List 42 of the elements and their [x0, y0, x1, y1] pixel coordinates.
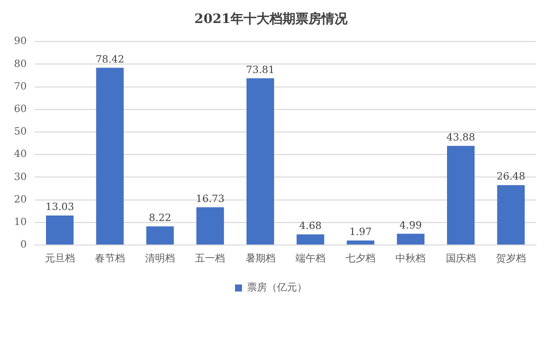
x-tick-label: 中秋档 [396, 252, 426, 265]
chart-title: 2021年十大档期票房情况 [194, 11, 349, 28]
x-tick-label: 暑期档 [245, 252, 276, 265]
legend-label: 票房（亿元） [247, 282, 307, 294]
data-label: 26.48 [496, 172, 526, 183]
data-label: 4.99 [400, 220, 422, 232]
y-tick-label: 50 [14, 126, 27, 138]
x-tick-label: 端午档 [295, 252, 326, 265]
bar [497, 185, 525, 244]
bar [246, 78, 274, 244]
data-label: 8.22 [148, 213, 172, 224]
x-tick-label: 元旦档 [44, 252, 75, 265]
x-tick-label: 春节档 [94, 252, 125, 265]
x-tick-label: 五一档 [195, 252, 226, 265]
y-tick-label: 0 [20, 240, 27, 251]
bar [46, 216, 74, 244]
x-tick-label: 贺岁档 [496, 252, 526, 265]
bar [146, 226, 174, 244]
y-tick-label: 30 [14, 172, 27, 183]
bar [346, 240, 374, 244]
x-tick-label: 七夕档 [346, 252, 376, 265]
data-label: 4.68 [299, 221, 322, 232]
data-label: 16.73 [196, 194, 224, 205]
bar [196, 207, 224, 244]
bar [396, 234, 424, 244]
bar [296, 234, 324, 244]
y-tick-label: 60 [14, 104, 27, 115]
data-label: 1.97 [349, 227, 372, 238]
data-label: 13.03 [45, 202, 74, 214]
y-tick-label: 70 [14, 81, 27, 92]
y-tick-label: 80 [14, 58, 27, 70]
bar [96, 68, 124, 244]
y-tick-label: 90 [14, 36, 27, 48]
bar [447, 146, 475, 244]
y-tick-label: 40 [14, 149, 27, 160]
y-tick-label: 20 [14, 194, 27, 206]
y-tick-label: 10 [14, 216, 27, 228]
data-label: 73.81 [246, 64, 275, 76]
x-tick-label: 国庆档 [446, 252, 476, 265]
data-label: 43.88 [446, 132, 476, 144]
data-label: 78.42 [96, 54, 124, 66]
x-tick-label: 清明档 [145, 252, 176, 265]
